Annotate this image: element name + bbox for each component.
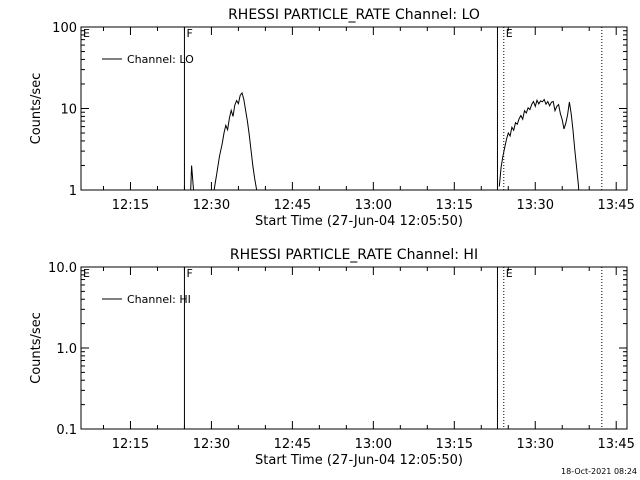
y-tick-label: 0.1 <box>56 423 77 438</box>
x-tick-label: 13:30 <box>517 198 554 213</box>
series-line-segment <box>190 165 195 190</box>
series-line-segment <box>498 98 580 190</box>
x-tick-label: 12:45 <box>274 198 311 213</box>
marker-label: F <box>186 267 192 280</box>
panel-lo: RHESSI PARTICLE_RATE Channel: LO 1 10 100 12… <box>29 7 635 229</box>
x-tick-label: 13:45 <box>597 198 634 213</box>
x-tick-label: 12:15 <box>112 437 149 452</box>
chart-title: RHESSI PARTICLE_RATE Channel: HI <box>230 247 478 263</box>
y-tick-label: 10 <box>60 103 77 118</box>
x-tick-label: 13:00 <box>355 198 392 213</box>
marker-label: E <box>83 27 90 40</box>
marker-label: E <box>83 267 90 280</box>
chart-title: RHESSI PARTICLE_RATE Channel: LO <box>228 7 480 23</box>
x-tick-label: 13:45 <box>597 437 634 452</box>
marker-label: F <box>186 27 192 40</box>
x-tick-label: 12:30 <box>193 437 230 452</box>
y-tick-label: 10.0 <box>48 261 77 276</box>
panel-hi: RHESSI PARTICLE_RATE Channel: HI 0.1 1.0 10… <box>29 247 635 468</box>
x-tick-label: 12:30 <box>193 198 230 213</box>
x-tick-label: 12:45 <box>274 437 311 452</box>
y-axis-label: Counts/sec <box>29 73 44 145</box>
y-axis-label: Counts/sec <box>29 312 44 384</box>
y-tick-label: 1.0 <box>56 342 77 357</box>
legend-label: Channel: LO <box>127 53 194 66</box>
y-tick-label: 100 <box>52 21 77 36</box>
y-tick-label: 1 <box>69 184 77 199</box>
legend-label: Channel: HI <box>127 293 191 306</box>
series-line-segment <box>213 91 258 190</box>
marker-label: E <box>506 27 513 40</box>
x-axis-label: Start Time (27-Jun-04 12:05:50) <box>255 214 463 229</box>
x-axis-label: Start Time (27-Jun-04 12:05:50) <box>255 453 463 468</box>
marker-label: E <box>506 267 513 280</box>
x-tick-label: 12:15 <box>112 198 149 213</box>
x-tick-label: 13:30 <box>517 437 554 452</box>
x-tick-label: 13:15 <box>436 198 473 213</box>
generated-timestamp: 18-Oct-2021 08:24 <box>561 467 637 476</box>
x-tick-label: 13:00 <box>355 437 392 452</box>
data-lines <box>190 91 580 190</box>
x-tick-label: 13:15 <box>436 437 473 452</box>
